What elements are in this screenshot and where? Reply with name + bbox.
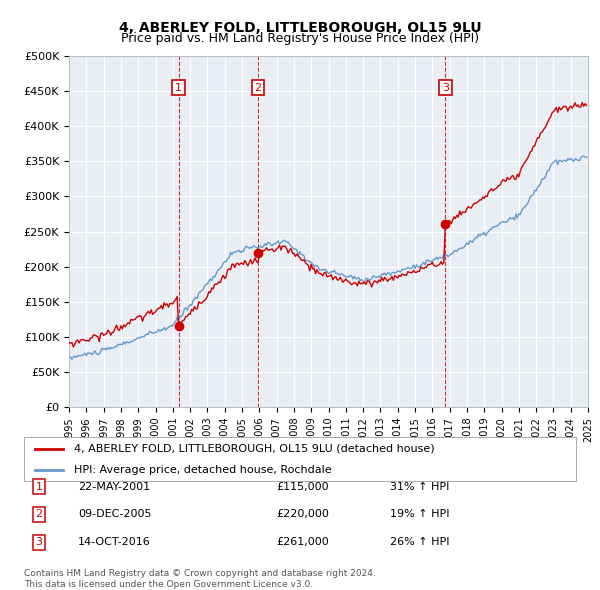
Text: £261,000: £261,000 (276, 537, 329, 547)
Text: £220,000: £220,000 (276, 510, 329, 519)
Text: 26% ↑ HPI: 26% ↑ HPI (390, 537, 449, 547)
Text: 3: 3 (442, 83, 449, 93)
Text: 2: 2 (35, 510, 43, 519)
Text: 2: 2 (254, 83, 262, 93)
Text: 22-MAY-2001: 22-MAY-2001 (78, 482, 150, 491)
Text: 4, ABERLEY FOLD, LITTLEBOROUGH, OL15 9LU: 4, ABERLEY FOLD, LITTLEBOROUGH, OL15 9LU (119, 21, 481, 35)
Text: 4, ABERLEY FOLD, LITTLEBOROUGH, OL15 9LU (detached house): 4, ABERLEY FOLD, LITTLEBOROUGH, OL15 9LU… (74, 444, 434, 454)
Text: 1: 1 (35, 482, 43, 491)
Text: 31% ↑ HPI: 31% ↑ HPI (390, 482, 449, 491)
Text: This data is licensed under the Open Government Licence v3.0.: This data is licensed under the Open Gov… (24, 579, 313, 589)
Text: 14-OCT-2016: 14-OCT-2016 (78, 537, 151, 547)
Text: £115,000: £115,000 (276, 482, 329, 491)
Text: 3: 3 (35, 537, 43, 547)
Text: 19% ↑ HPI: 19% ↑ HPI (390, 510, 449, 519)
Text: Price paid vs. HM Land Registry's House Price Index (HPI): Price paid vs. HM Land Registry's House … (121, 32, 479, 45)
Text: 1: 1 (175, 83, 182, 93)
Text: Contains HM Land Registry data © Crown copyright and database right 2024.: Contains HM Land Registry data © Crown c… (24, 569, 376, 578)
Text: HPI: Average price, detached house, Rochdale: HPI: Average price, detached house, Roch… (74, 465, 331, 475)
Text: 09-DEC-2005: 09-DEC-2005 (78, 510, 151, 519)
